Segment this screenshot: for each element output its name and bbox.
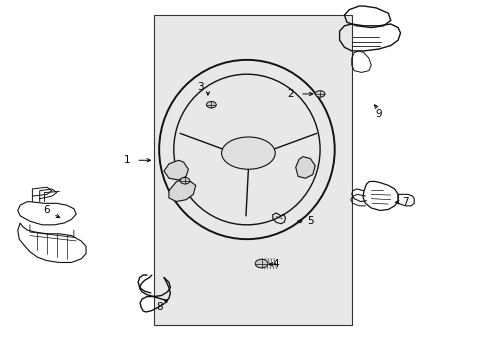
Ellipse shape <box>315 91 325 97</box>
Bar <box>154 15 351 325</box>
Text: 9: 9 <box>374 109 381 119</box>
Polygon shape <box>295 157 315 178</box>
Ellipse shape <box>221 137 275 169</box>
Text: 6: 6 <box>43 206 50 216</box>
Text: 3: 3 <box>197 82 203 92</box>
Text: 7: 7 <box>401 197 408 207</box>
Ellipse shape <box>255 259 267 268</box>
Polygon shape <box>163 160 188 180</box>
Text: 4: 4 <box>272 259 279 269</box>
Ellipse shape <box>159 60 334 239</box>
Text: 8: 8 <box>156 302 162 312</box>
Text: 1: 1 <box>124 155 130 165</box>
Ellipse shape <box>180 177 189 184</box>
Ellipse shape <box>173 74 320 225</box>
Ellipse shape <box>206 102 216 108</box>
Text: 5: 5 <box>306 216 313 226</box>
Polygon shape <box>168 178 195 202</box>
Text: 2: 2 <box>287 89 294 99</box>
